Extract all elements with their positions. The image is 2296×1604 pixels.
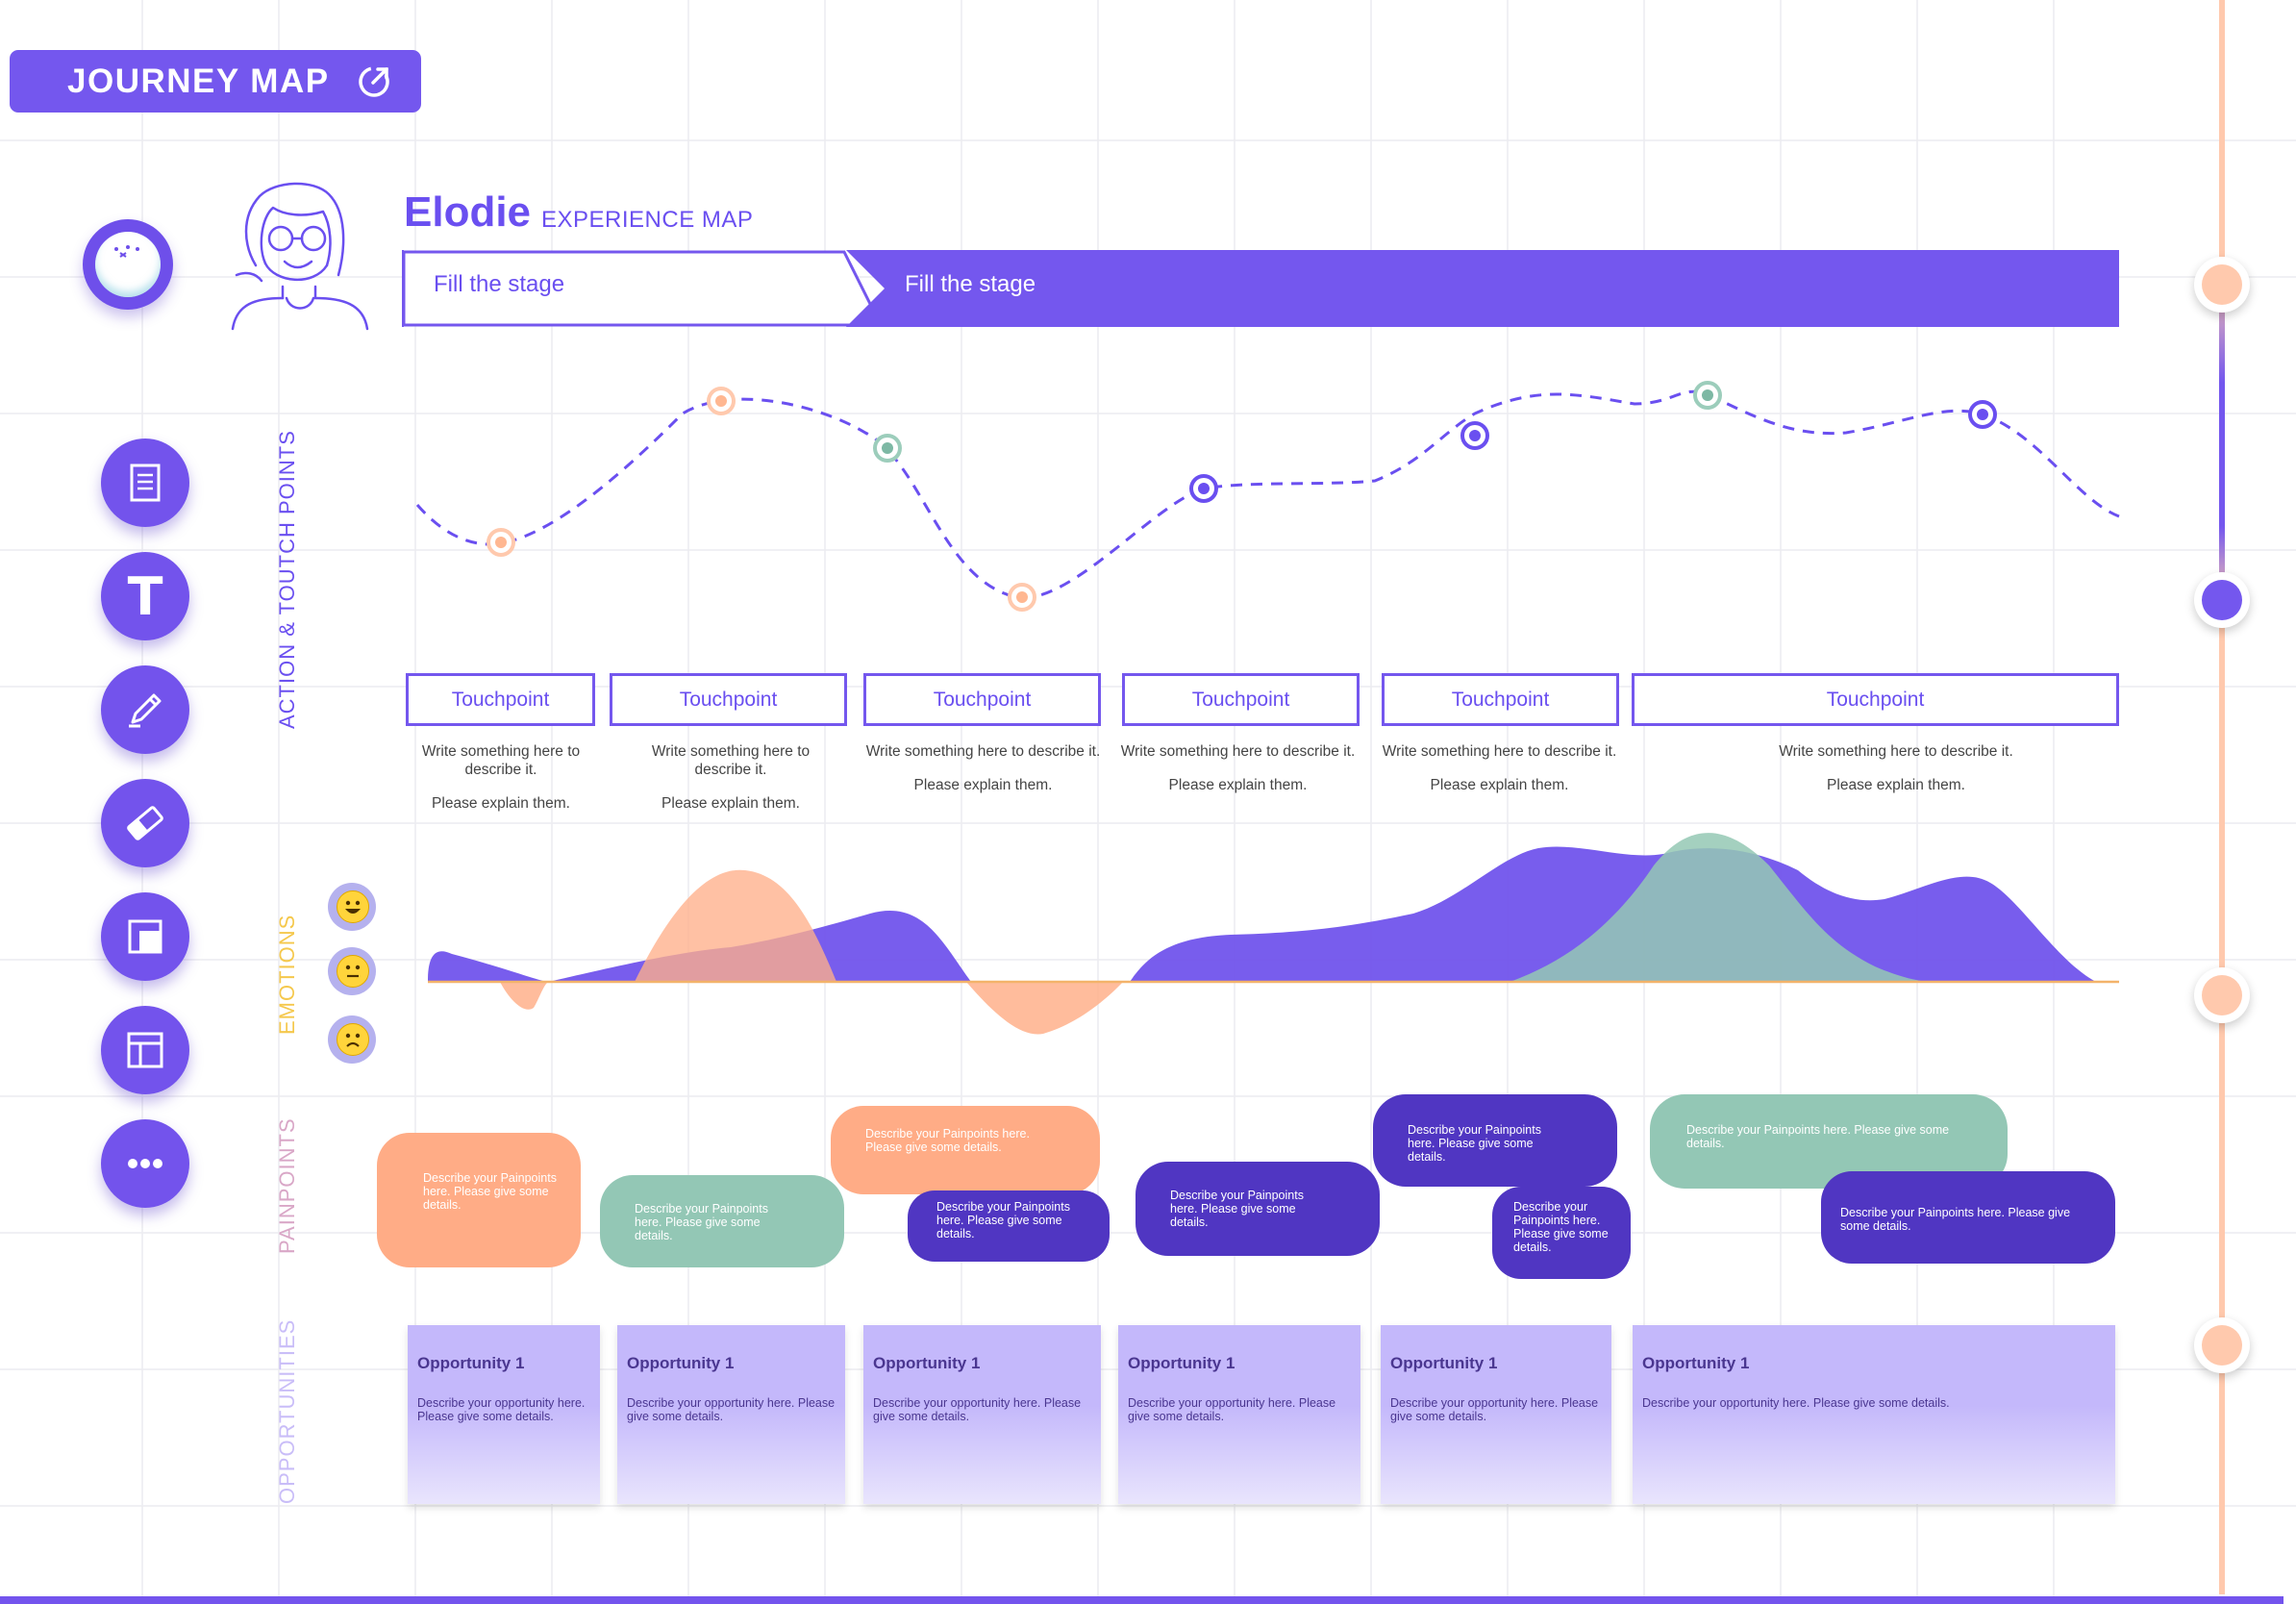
painpoint-bubble-7[interactable]: Describe your Painpoints here. Please gi… bbox=[1492, 1187, 1631, 1279]
opportunity-6-title: Opportunity 1 bbox=[1642, 1354, 1750, 1372]
neutral-face-icon bbox=[328, 947, 376, 995]
tool-pencil-button[interactable] bbox=[101, 665, 189, 754]
opportunity-5-description: Describe your opportunity here. Please g… bbox=[1390, 1396, 1599, 1423]
layers-icon bbox=[128, 919, 162, 954]
journey-curve bbox=[415, 381, 2120, 612]
touchpoint-6[interactable]: Touchpoint bbox=[1632, 673, 2119, 726]
timeline-node-3[interactable] bbox=[2194, 967, 2250, 1023]
opportunity-4-title: Opportunity 1 bbox=[1128, 1354, 1235, 1372]
touchpoint-6-description: Write something here to describe it. Plea… bbox=[1779, 743, 2013, 793]
more-icon bbox=[128, 1159, 162, 1168]
opportunity-5-title: Opportunity 1 bbox=[1390, 1354, 1498, 1372]
opportunity-card-3[interactable]: Opportunity 1 Describe your opportunity … bbox=[863, 1325, 1101, 1504]
stage-1-label[interactable]: Fill the stage bbox=[434, 271, 565, 297]
painpoint-bubble-4[interactable]: Describe your Painpoints here. Please gi… bbox=[908, 1190, 1110, 1262]
touchpoint-1[interactable]: Touchpoint bbox=[406, 673, 595, 726]
painpoint-bubble-3[interactable]: Describe your Painpoints here. Please gi… bbox=[831, 1106, 1100, 1194]
timeline-node-4[interactable] bbox=[2194, 1317, 2250, 1373]
stage-2-label[interactable]: Fill the stage bbox=[905, 271, 1036, 297]
touchpoint-2[interactable]: Touchpoint bbox=[610, 673, 847, 726]
external-link-icon[interactable] bbox=[357, 64, 391, 99]
bottom-divider bbox=[0, 1596, 2284, 1604]
opportunity-1-description: Describe your opportunity here. Please g… bbox=[417, 1396, 586, 1423]
touchpoint-3-description: Write something here to describe it. Plea… bbox=[865, 743, 1101, 793]
touchpoint-1-description: Write something here to describe it. Plea… bbox=[421, 743, 581, 812]
app-logo-badge[interactable] bbox=[83, 219, 173, 310]
painpoint-2-text: Describe your Painpoints here. Please gi… bbox=[635, 1202, 768, 1242]
tool-document-button[interactable] bbox=[101, 439, 189, 527]
painpoint-bubble-5[interactable]: Describe your Painpoints here. Please gi… bbox=[1136, 1162, 1380, 1256]
opportunity-card-2[interactable]: Opportunity 1 Describe your opportunity … bbox=[617, 1325, 845, 1504]
layout-icon bbox=[127, 1032, 163, 1068]
painpoint-bubble-1[interactable]: Describe your Painpoints here. Please gi… bbox=[377, 1133, 581, 1267]
touchpoint-4[interactable]: Touchpoint bbox=[1122, 673, 1360, 726]
touchpoint-4-description: Write something here to describe it. Plea… bbox=[1120, 743, 1356, 793]
text-icon: T bbox=[127, 565, 163, 627]
painpoint-bubble-6[interactable]: Describe your Painpoints here. Please gi… bbox=[1373, 1094, 1617, 1187]
sad-face-icon bbox=[328, 1015, 376, 1064]
persona-avatar-icon bbox=[231, 182, 369, 331]
opportunity-3-title: Opportunity 1 bbox=[873, 1354, 981, 1372]
opportunity-card-6[interactable]: Opportunity 1 Describe your opportunity … bbox=[1633, 1325, 2115, 1504]
painpoint-6-text: Describe your Painpoints here. Please gi… bbox=[1408, 1123, 1541, 1164]
persona-name: Elodie bbox=[404, 188, 532, 236]
painpoint-4-text: Describe your Painpoints here. Please gi… bbox=[936, 1200, 1070, 1241]
opportunity-2-description: Describe your opportunity here. Please g… bbox=[627, 1396, 836, 1423]
tool-eraser-button[interactable] bbox=[101, 779, 189, 867]
tool-more-button[interactable] bbox=[101, 1119, 189, 1208]
painpoint-8-text: Describe your Painpoints here. Please gi… bbox=[1686, 1123, 1950, 1150]
opportunity-card-5[interactable]: Opportunity 1 Describe your opportunity … bbox=[1381, 1325, 1611, 1504]
persona-subtitle: EXPERIENCE MAP bbox=[541, 207, 754, 233]
opportunity-3-description: Describe your opportunity here. Please g… bbox=[873, 1396, 1082, 1423]
section-label-painpoints: PAINPOINTS bbox=[275, 1117, 299, 1254]
timeline-node-1[interactable] bbox=[2194, 257, 2250, 313]
painpoint-5-text: Describe your Painpoints here. Please gi… bbox=[1170, 1189, 1304, 1229]
pencil-icon bbox=[129, 693, 162, 728]
app-logo-icon bbox=[95, 232, 161, 297]
tool-layers-button[interactable] bbox=[101, 892, 189, 981]
document-icon bbox=[130, 464, 161, 502]
touchpoint-5-description: Write something here to describe it. Plea… bbox=[1382, 743, 1617, 793]
painpoint-1-text: Describe your Painpoints here. Please gi… bbox=[423, 1171, 557, 1212]
painpoint-bubble-9[interactable]: Describe your Painpoints here. Please gi… bbox=[1821, 1171, 2115, 1264]
tool-text-button[interactable]: T bbox=[101, 552, 189, 640]
opportunity-2-title: Opportunity 1 bbox=[627, 1354, 735, 1372]
touchpoint-3[interactable]: Touchpoint bbox=[863, 673, 1101, 726]
timeline-track bbox=[2219, 0, 2225, 1594]
journey-map-title-button[interactable]: JOURNEY MAP bbox=[10, 50, 421, 113]
journey-map-title: JOURNEY MAP bbox=[67, 62, 330, 100]
opportunity-4-description: Describe your opportunity here. Please g… bbox=[1128, 1396, 1336, 1423]
happy-face-icon bbox=[328, 883, 376, 931]
stage-bar bbox=[402, 250, 2119, 327]
eraser-icon bbox=[127, 806, 163, 840]
opportunity-1-title: Opportunity 1 bbox=[417, 1354, 525, 1372]
opportunity-6-description: Describe your opportunity here. Please g… bbox=[1642, 1396, 1950, 1410]
tool-layout-button[interactable] bbox=[101, 1006, 189, 1094]
painpoint-7-text: Describe your Painpoints here. Please gi… bbox=[1513, 1200, 1609, 1254]
touchpoint-5[interactable]: Touchpoint bbox=[1382, 673, 1619, 726]
emotions-area-chart bbox=[428, 833, 2119, 1035]
timeline-node-2[interactable] bbox=[2194, 572, 2250, 628]
opportunity-card-1[interactable]: Opportunity 1 Describe your opportunity … bbox=[408, 1325, 600, 1504]
painpoint-9-text: Describe your Painpoints here. Please gi… bbox=[1840, 1206, 2071, 1233]
opportunity-card-4[interactable]: Opportunity 1 Describe your opportunity … bbox=[1118, 1325, 1360, 1504]
painpoint-bubble-2[interactable]: Describe your Painpoints here. Please gi… bbox=[600, 1175, 844, 1267]
section-label-opportunities: OPPORTUNITIES bbox=[275, 1318, 299, 1504]
painpoint-3-text: Describe your Painpoints here. Please gi… bbox=[865, 1127, 1030, 1154]
touchpoint-2-description: Write something here to describe it. Plea… bbox=[651, 743, 811, 812]
